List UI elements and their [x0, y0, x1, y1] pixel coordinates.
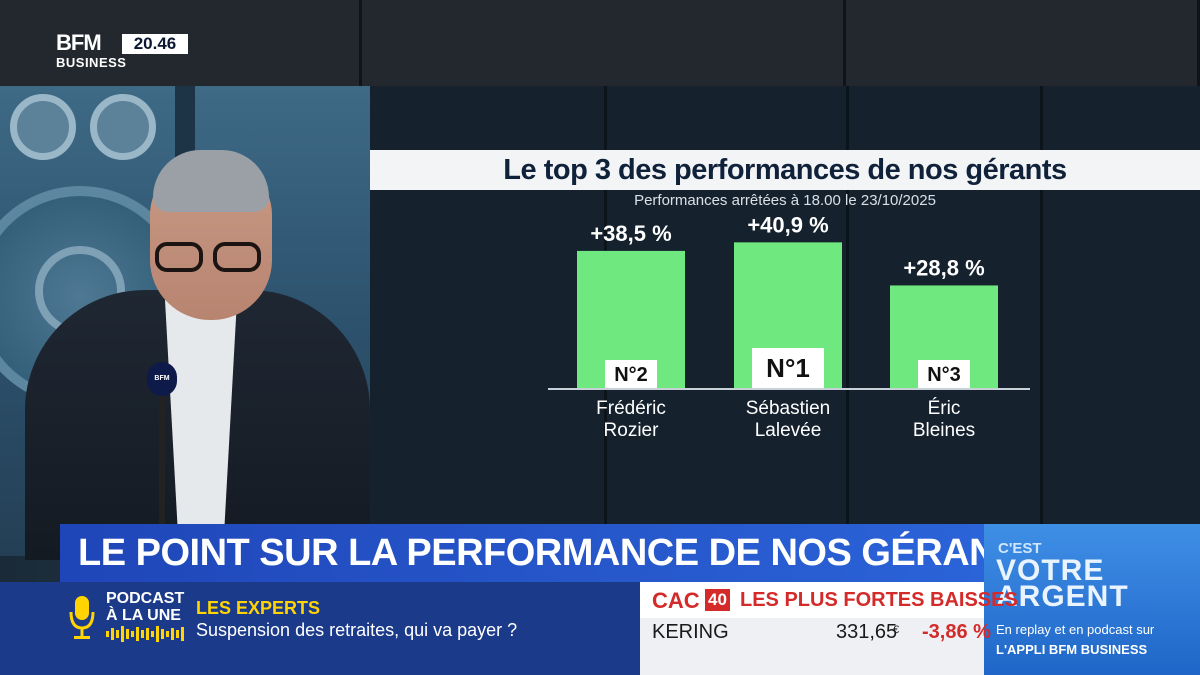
promo-replay: En replay et en podcast sur — [996, 622, 1155, 637]
chart-category-label: Sébastien — [746, 398, 831, 419]
chart-rank-label: N°3 — [927, 364, 961, 386]
glasses-lens — [213, 242, 261, 272]
stock-name: KERING — [652, 621, 729, 643]
stock-price: 331,65 — [836, 621, 898, 643]
presenter-glasses — [155, 242, 265, 272]
glasses-lens — [155, 242, 203, 272]
chart-subtitle: Performances arrêtées à 18.00 le 23/10/2… — [634, 192, 936, 209]
promo-prefix: C'EST — [998, 540, 1042, 557]
screen-seam — [1040, 86, 1043, 526]
chart-rank-label: N°1 — [766, 353, 810, 383]
chart-category-label: Rozier — [604, 420, 660, 441]
promo-panel — [984, 524, 1200, 675]
chart-rank-badge — [605, 360, 657, 388]
vault-bolt — [10, 94, 76, 160]
chart-value-label: +28,8 % — [903, 255, 984, 280]
stock-change: -3,86 % — [922, 621, 991, 643]
market-title: LES PLUS FORTES BAISSES — [740, 589, 1018, 611]
audio-wave-icon — [106, 626, 184, 642]
market-index-number: 40 — [705, 589, 730, 611]
chart-category-label: Lalevée — [755, 420, 822, 441]
channel-logo: BFM 20.46 BUSINESS — [56, 30, 188, 70]
top-screen-panel — [362, 0, 846, 86]
experts-subtitle: Suspension des retraites, qui va payer ? — [196, 620, 518, 640]
experts-title: LES EXPERTS — [196, 598, 321, 618]
chart-rank-badge — [752, 348, 824, 388]
vault-bolt — [90, 94, 156, 160]
chart-rank-badge — [918, 360, 970, 388]
chart-value-label: +38,5 % — [590, 221, 671, 246]
chart-title-bar — [370, 150, 1200, 190]
microphone-icon — [69, 596, 95, 639]
chart-rank-label: N°2 — [614, 364, 648, 386]
promo-line1: VOTRE — [996, 554, 1105, 587]
headline-text: LE POINT SUR LA PERFORMANCE DE NOS GÉRAN… — [78, 532, 1044, 574]
market-index-label: CAC — [652, 588, 700, 613]
promo-appli: L'APPLI BFM BUSINESS — [996, 642, 1148, 657]
market-header — [640, 582, 984, 618]
top-screen-panel — [846, 0, 1200, 86]
market-body — [640, 618, 984, 675]
microphone-stand — [159, 394, 165, 524]
channel-sublogo: BUSINESS — [56, 55, 127, 70]
promo-line2: ARGENT — [996, 580, 1129, 613]
podcast-label: PODCAST — [106, 590, 185, 607]
presenter-hair — [153, 150, 269, 212]
headline-banner — [60, 524, 984, 582]
presenter: BFM — [25, 150, 370, 560]
stock-currency: € — [893, 624, 900, 636]
chart-value-label: +40,9 % — [747, 212, 828, 237]
chart-title: Le top 3 des performances de nos gérants — [503, 154, 1067, 186]
chart-category-label: Éric — [928, 398, 961, 419]
chart-category-label: Frédéric — [596, 398, 666, 419]
microphone-icon: BFM — [147, 362, 177, 396]
channel-logo-text: BFM — [56, 30, 102, 55]
ticker-bar — [0, 582, 640, 675]
chart-category-label: Bleines — [913, 420, 975, 441]
screen-seam — [846, 86, 849, 526]
clock: 20.46 — [122, 34, 188, 54]
studio-top-screens — [0, 0, 1200, 86]
podcast-label: À LA UNE — [106, 607, 181, 624]
